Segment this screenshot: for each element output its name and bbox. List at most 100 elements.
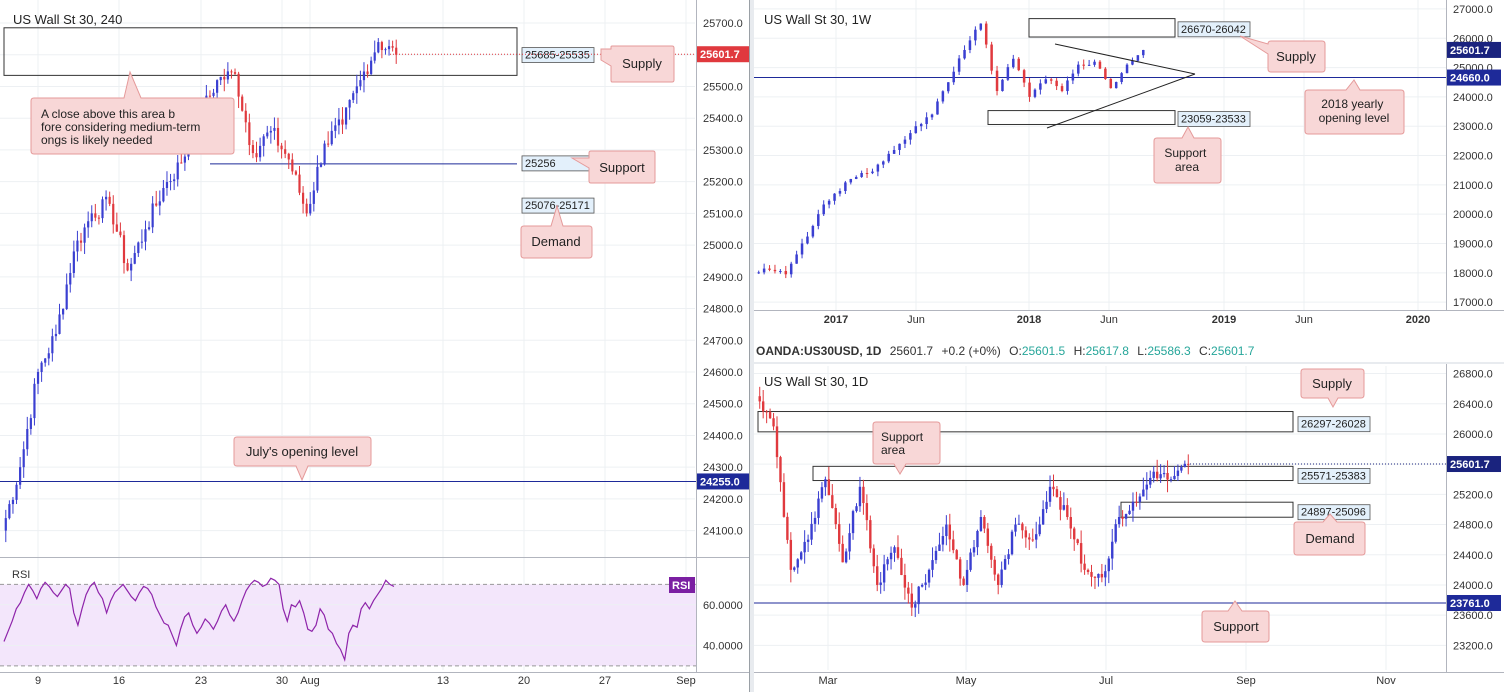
h4-candle	[259, 145, 262, 158]
h4-candle	[11, 499, 15, 505]
close-value: 25601.7	[1211, 344, 1255, 358]
h4-candle	[72, 251, 75, 273]
h4-candle	[94, 213, 97, 218]
daily-candle	[1107, 558, 1110, 572]
h4-y-tick-label: 24200.0	[703, 494, 743, 506]
weekly-x-tick-label: 2020	[1406, 314, 1430, 326]
daily-chart-panel[interactable]: 26297-26028 25571-25383 24897-25096 23200.…	[754, 362, 1504, 687]
weekly-chart-panel[interactable]: 26670-26042 23059-23533 17000.0 18000.0 190…	[754, 0, 1504, 326]
h4-candle	[269, 130, 272, 133]
weekly-candle	[1131, 60, 1134, 65]
change-value: +0.2 (+0%)	[941, 344, 1001, 358]
daily-support-callout-text: Support	[1213, 619, 1259, 634]
h4-candle	[144, 229, 147, 242]
h4-candle	[212, 92, 215, 96]
daily-candle	[1021, 523, 1024, 531]
h4-candle	[294, 171, 298, 175]
h4-candle	[119, 231, 122, 236]
weekly-supply-zone-label: 26670-26042	[1181, 24, 1246, 36]
daily-candle	[910, 593, 913, 608]
weekly-candle	[974, 29, 977, 41]
h4-demand-callout: Demand	[520, 204, 593, 259]
h4-y-tick-label: 25000.0	[703, 240, 743, 252]
h4-candle	[323, 143, 326, 165]
h4-candle	[373, 52, 376, 61]
high-value: 25617.8	[1085, 344, 1129, 358]
h4-candle	[330, 130, 333, 145]
h4-july-open-callout-text: July's opening level	[246, 444, 358, 459]
weekly-supply-callout: Supply	[1239, 35, 1326, 73]
daily-support-price-label: 23761.0	[1450, 598, 1490, 610]
h4-candle	[284, 149, 287, 154]
h4-candle	[29, 418, 32, 429]
h4-candle	[244, 110, 247, 123]
h4-x-tick-label: 9	[35, 675, 41, 687]
daily-candle	[831, 495, 834, 508]
h4-support-label: 25256	[525, 158, 556, 170]
weekly-candle	[909, 133, 912, 140]
h4-rsi-pane: 60.0000 40.0000 RSI RSI	[0, 569, 743, 667]
daily-candle	[1090, 571, 1093, 577]
daily-supply-callout: Supply	[1300, 368, 1365, 409]
h4-candle	[162, 188, 165, 202]
weekly-candle	[1028, 82, 1031, 97]
h4-candle	[251, 145, 255, 154]
h4-y-tick-label: 25200.0	[703, 177, 743, 189]
h4-candle	[355, 86, 358, 94]
weekly-candle	[789, 263, 793, 275]
daily-candle	[979, 517, 983, 532]
h4-x-tick-label: 23	[195, 675, 207, 687]
daily-candle	[841, 543, 844, 563]
daily-candle	[775, 426, 779, 458]
daily-candle	[1142, 489, 1145, 497]
daily-candle	[1121, 517, 1124, 519]
daily-candle	[1073, 528, 1076, 540]
h4-candle	[122, 235, 126, 264]
daily-candle	[1066, 505, 1069, 517]
open-value: 25601.5	[1021, 344, 1066, 358]
weekly-y-tick-label: 17000.0	[1453, 297, 1493, 309]
daily-candle	[1117, 517, 1121, 525]
h4-candle	[47, 353, 50, 359]
daily-candle	[1124, 514, 1128, 519]
daily-candle	[1111, 541, 1114, 559]
daily-candle	[1003, 559, 1007, 570]
weekly-candle	[838, 191, 842, 194]
weekly-support-zone-label: 23059-23533	[1181, 114, 1246, 126]
h4-candle	[65, 284, 68, 309]
h4-candle	[262, 136, 265, 146]
weekly-supply-zone	[1028, 18, 1176, 38]
weekly-candle	[898, 143, 901, 150]
weekly-candle	[1120, 73, 1123, 83]
daily-support-area-callout: Support area	[872, 421, 941, 475]
daily-demand-callout-text: Demand	[1305, 531, 1354, 546]
daily-demand-callout: Demand	[1293, 513, 1366, 556]
weekly-candle	[963, 49, 966, 59]
weekly-y-tick-label: 24000.0	[1453, 92, 1493, 104]
h4-candle	[176, 162, 179, 180]
weekly-axes: 17000.0 18000.0 19000.0 20000.0 21000.0 22000…	[754, 0, 1504, 326]
weekly-support-zone	[987, 110, 1176, 125]
h4-candle	[248, 122, 251, 146]
h4-chart-panel[interactable]: 25685-2553525076-2517125256 60.000040.00…	[0, 0, 749, 687]
daily-y-tick-label: 26400.0	[1453, 399, 1493, 411]
h4-chart-title: US Wall St 30, 240	[13, 12, 122, 27]
weekly-candle	[914, 126, 918, 134]
h4-july-open-callout: July's opening level	[233, 436, 372, 482]
daily-candle	[945, 524, 948, 537]
h4-y-tick-label: 25500.0	[703, 81, 743, 93]
daily-y-tick-label: 23600.0	[1453, 610, 1493, 622]
weekly-candle	[887, 153, 890, 162]
h4-candle	[233, 72, 237, 74]
daily-support-price-label-bg	[1447, 594, 1501, 611]
daily-candle	[1104, 571, 1107, 578]
h4-candle	[327, 143, 330, 145]
h4-candle	[79, 240, 83, 243]
daily-y-tick-label: 23200.0	[1453, 640, 1493, 652]
panel-gutter	[750, 0, 754, 692]
daily-candle	[1086, 569, 1090, 572]
weekly-last-price-label-bg	[1447, 41, 1501, 58]
daily-candle	[965, 569, 969, 585]
h4-support-callout-text: Support	[599, 160, 645, 175]
h4-candle	[362, 71, 366, 81]
